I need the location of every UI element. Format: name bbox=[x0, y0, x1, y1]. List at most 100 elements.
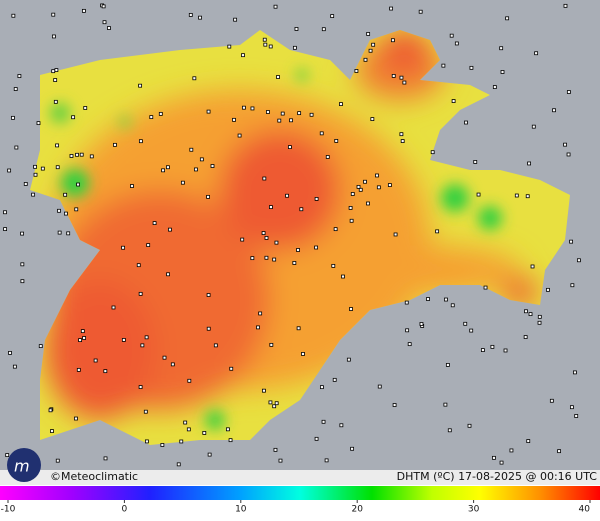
station bbox=[64, 211, 68, 216]
station bbox=[48, 408, 53, 413]
station bbox=[262, 37, 267, 42]
station bbox=[210, 164, 215, 168]
station bbox=[162, 355, 167, 360]
station bbox=[168, 227, 172, 232]
station bbox=[144, 439, 149, 444]
station bbox=[574, 414, 579, 418]
station bbox=[492, 455, 496, 460]
station bbox=[549, 398, 554, 403]
station bbox=[500, 70, 505, 74]
station bbox=[55, 165, 60, 170]
station bbox=[464, 120, 468, 125]
station bbox=[523, 335, 528, 339]
station bbox=[526, 439, 531, 443]
station bbox=[138, 385, 143, 389]
station bbox=[63, 192, 68, 197]
station bbox=[51, 12, 56, 17]
station bbox=[93, 358, 98, 363]
station bbox=[368, 48, 373, 53]
station bbox=[66, 231, 71, 236]
station bbox=[83, 106, 88, 110]
station bbox=[443, 402, 448, 407]
station bbox=[121, 338, 126, 342]
station bbox=[277, 118, 282, 123]
station bbox=[419, 322, 424, 326]
station bbox=[276, 75, 280, 79]
station bbox=[36, 121, 41, 126]
station bbox=[5, 453, 10, 457]
station bbox=[146, 243, 151, 247]
station bbox=[339, 102, 343, 106]
station bbox=[229, 366, 234, 371]
station bbox=[202, 431, 207, 435]
station bbox=[499, 460, 504, 465]
station bbox=[348, 206, 353, 210]
station bbox=[237, 133, 242, 138]
station bbox=[262, 176, 267, 181]
station bbox=[152, 221, 157, 225]
station bbox=[38, 344, 43, 349]
station bbox=[376, 185, 381, 190]
station bbox=[289, 118, 293, 123]
station bbox=[387, 183, 392, 187]
station bbox=[399, 75, 404, 80]
station bbox=[103, 369, 108, 374]
station bbox=[54, 68, 59, 72]
station bbox=[138, 139, 143, 144]
station bbox=[69, 154, 74, 158]
station bbox=[176, 462, 181, 467]
station bbox=[144, 335, 149, 340]
station bbox=[198, 15, 202, 20]
station bbox=[250, 106, 255, 111]
station bbox=[206, 109, 211, 114]
station bbox=[74, 207, 79, 212]
station bbox=[103, 456, 108, 461]
station bbox=[273, 4, 278, 9]
station bbox=[463, 321, 468, 326]
station bbox=[450, 303, 455, 308]
station bbox=[467, 423, 472, 428]
station bbox=[160, 443, 165, 447]
station bbox=[11, 115, 15, 120]
logo bbox=[7, 448, 41, 482]
station bbox=[166, 165, 170, 170]
colorbar bbox=[0, 486, 600, 500]
station bbox=[40, 166, 45, 171]
station bbox=[339, 423, 344, 428]
stations bbox=[3, 3, 581, 467]
station bbox=[563, 3, 568, 8]
station bbox=[188, 13, 193, 17]
station bbox=[20, 262, 25, 267]
station bbox=[183, 420, 188, 425]
station bbox=[391, 73, 396, 78]
station bbox=[149, 115, 154, 120]
station bbox=[528, 312, 533, 317]
station bbox=[557, 449, 561, 454]
station bbox=[404, 300, 409, 305]
station bbox=[206, 194, 210, 199]
station bbox=[444, 297, 448, 302]
station bbox=[552, 108, 556, 113]
station bbox=[273, 447, 278, 452]
station bbox=[268, 44, 273, 49]
station bbox=[389, 6, 394, 11]
station bbox=[101, 4, 106, 9]
station bbox=[441, 63, 446, 68]
station bbox=[264, 236, 269, 240]
station bbox=[299, 207, 304, 212]
station bbox=[569, 405, 574, 410]
station bbox=[269, 205, 273, 209]
station bbox=[332, 377, 337, 382]
station bbox=[566, 90, 571, 94]
station bbox=[33, 164, 37, 169]
credit: ©Meteoclimatic bbox=[50, 470, 138, 483]
station bbox=[509, 448, 514, 453]
station bbox=[356, 184, 361, 189]
station bbox=[402, 80, 407, 85]
station bbox=[79, 152, 84, 157]
logo-mark: m bbox=[14, 457, 30, 476]
station bbox=[81, 8, 86, 13]
station bbox=[287, 145, 292, 149]
station bbox=[266, 110, 270, 114]
